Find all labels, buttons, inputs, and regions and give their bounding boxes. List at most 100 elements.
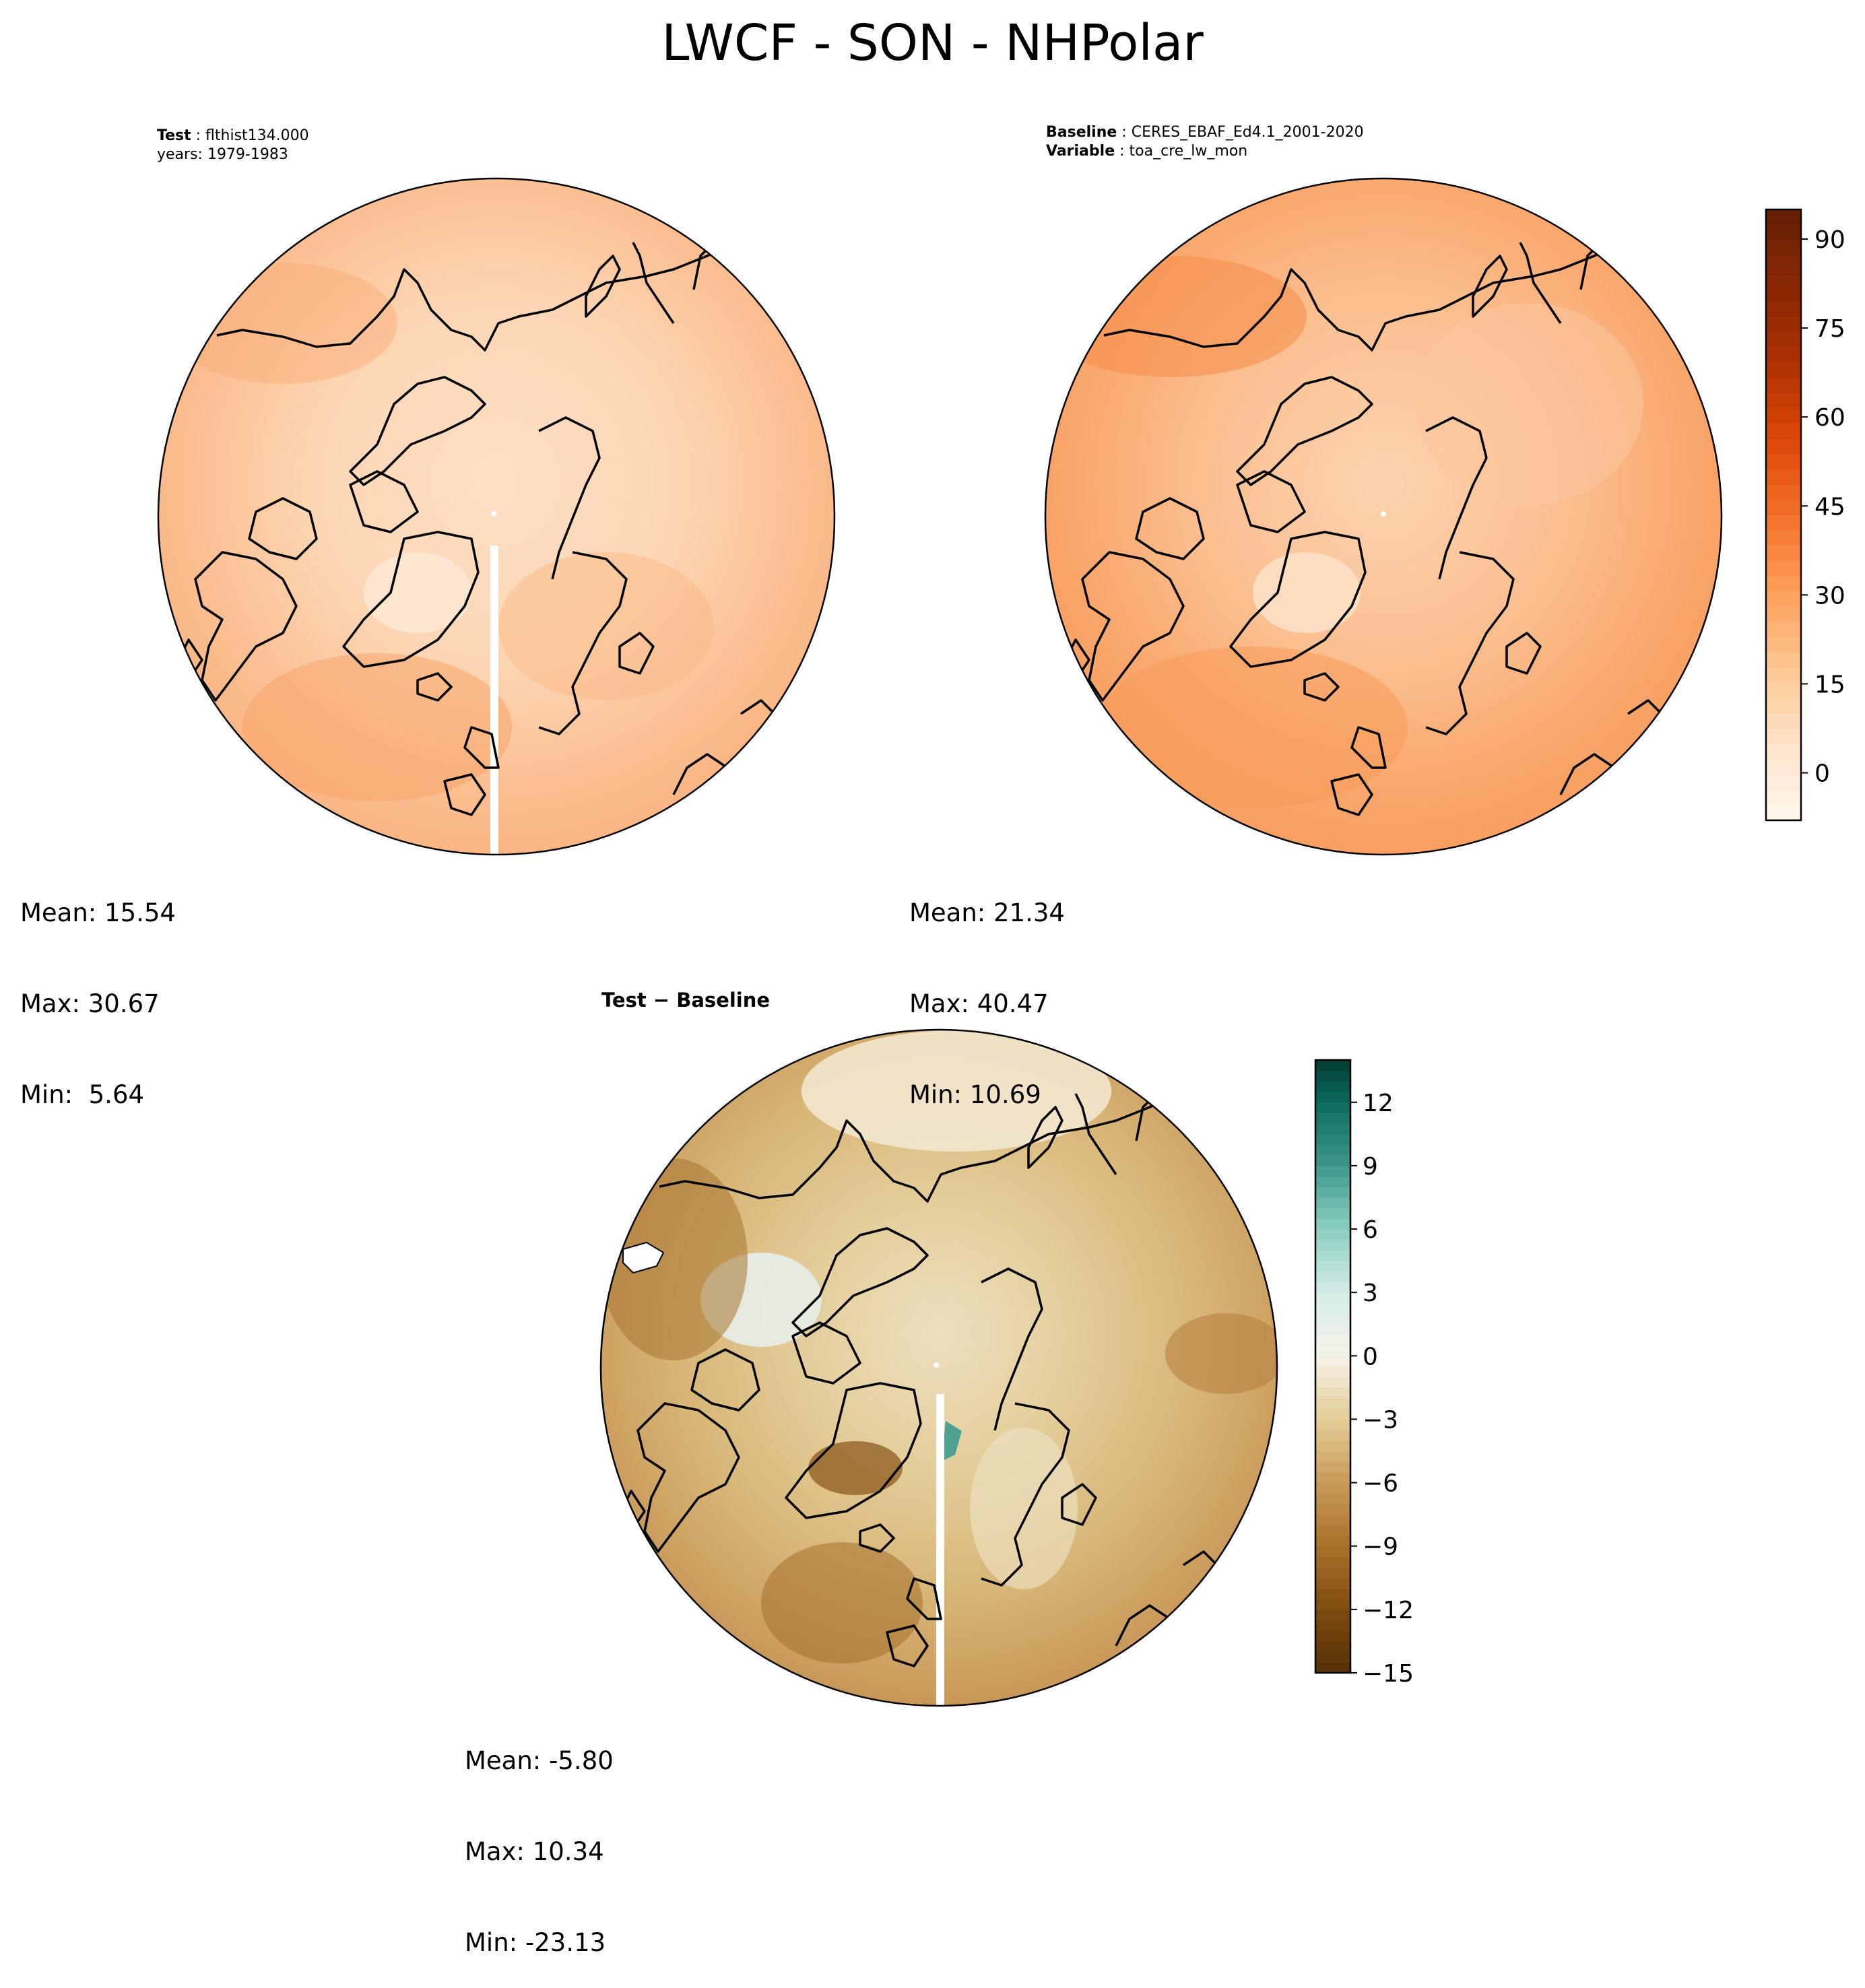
colorbar-segment bbox=[1315, 1440, 1350, 1452]
colorbar-segment bbox=[1315, 1514, 1350, 1525]
test-case-name: flthist134.000 bbox=[205, 127, 309, 144]
baseline-stats: Mean: 21.34 Max: 40.47 Min: 10.69 bbox=[909, 837, 1065, 1140]
greenland-low bbox=[364, 552, 471, 633]
test-years: years: 1979-1983 bbox=[157, 146, 288, 163]
colorbar-segment bbox=[1315, 1366, 1350, 1378]
colorbar-tick-label: 0 bbox=[1363, 1343, 1378, 1370]
difference-map bbox=[599, 1028, 1278, 1707]
difference-coastlines bbox=[616, 1092, 1218, 1667]
test-label-key: Test bbox=[157, 127, 191, 144]
colorbar-segment bbox=[1766, 301, 1801, 317]
colorbar-segment bbox=[1315, 1302, 1350, 1315]
colorbar-segment bbox=[1315, 1334, 1350, 1346]
colorbar-segment bbox=[1766, 728, 1801, 745]
colorbar-segment bbox=[1315, 1546, 1350, 1558]
difference-field bbox=[601, 1030, 1277, 1706]
colorbar-segment bbox=[1315, 1123, 1350, 1135]
colorbar-tick-label: 75 bbox=[1814, 315, 1845, 343]
colorbar-segment bbox=[1315, 1187, 1350, 1198]
colorbar-segment bbox=[1315, 1620, 1350, 1631]
baseline-min: Min: 10.69 bbox=[909, 1080, 1041, 1109]
colorbar-frame bbox=[1765, 208, 1802, 822]
baseline-max: Max: 40.47 bbox=[909, 989, 1049, 1018]
difference-stats: Mean: -5.80 Max: 10.34 Min: -23.13 bbox=[465, 1685, 614, 1988]
colorbar-segment bbox=[1315, 1408, 1350, 1420]
colorbar-segment bbox=[1315, 1102, 1350, 1114]
colorbar-segment bbox=[1766, 576, 1801, 592]
colorbar-segment bbox=[1766, 622, 1801, 638]
colorbar-segment bbox=[1315, 1324, 1350, 1335]
colorbar-frame bbox=[1314, 1059, 1352, 1674]
colorbar-segment bbox=[1766, 667, 1801, 684]
baseline-label-key: Baseline bbox=[1046, 124, 1117, 141]
colorbar-tick-label: −15 bbox=[1363, 1660, 1414, 1688]
colorbar-segment bbox=[1315, 1060, 1350, 1071]
baseline-map bbox=[1044, 177, 1723, 856]
colorbar-segment bbox=[1315, 1292, 1350, 1304]
colorbar-segment bbox=[1315, 1070, 1350, 1082]
colorbar-segment bbox=[1766, 606, 1801, 622]
colorbar-segment bbox=[1315, 1271, 1350, 1283]
colorbar-segment bbox=[1315, 1398, 1350, 1410]
colorbar-segment bbox=[1315, 1535, 1350, 1547]
colorbar-segment bbox=[1766, 453, 1801, 470]
difference-title: Test − Baseline bbox=[601, 989, 771, 1012]
baseline-case-name: CERES_EBAF_Ed4.1_2001-2020 bbox=[1131, 124, 1364, 141]
colorbar-segment bbox=[1766, 255, 1801, 271]
colorbar-tick-label: −6 bbox=[1363, 1470, 1398, 1498]
colorbar-segment bbox=[1315, 1081, 1350, 1092]
colorbar-segment bbox=[1315, 1092, 1350, 1103]
difference-max: Max: 10.34 bbox=[465, 1837, 604, 1866]
colorbar-segment bbox=[1315, 1218, 1350, 1230]
colorbar-segment bbox=[1315, 1567, 1350, 1579]
colorbar-tick-label: −3 bbox=[1363, 1406, 1398, 1434]
baseline-label: Baseline : CERES_EBAF_Ed4.1_2001-2020 Va… bbox=[1046, 124, 1364, 160]
colorbar-segment bbox=[1766, 652, 1801, 668]
colorbar-segment bbox=[1315, 1261, 1350, 1272]
colorbar-tick-label: 6 bbox=[1363, 1216, 1378, 1244]
colorbar-segment bbox=[1315, 1577, 1350, 1589]
colorbar-segment bbox=[1766, 515, 1801, 531]
colorbar-segment bbox=[1315, 1133, 1350, 1146]
test-stats: Mean: 15.54 Max: 30.67 Min: 5.64 bbox=[20, 837, 176, 1140]
colorbar-segment bbox=[1315, 1313, 1350, 1325]
colorbar-segment bbox=[1766, 270, 1801, 286]
colorbar-segment bbox=[1766, 347, 1801, 363]
colorbar-segment bbox=[1315, 1207, 1350, 1219]
colorbar-segment bbox=[1766, 682, 1801, 699]
figure-title: LWCF - SON - NHPolar bbox=[661, 14, 1204, 72]
colorbar-segment bbox=[1766, 286, 1801, 302]
test-boundary bbox=[157, 177, 836, 856]
colorbar-segment bbox=[1315, 1588, 1350, 1599]
colorbar-segment bbox=[1766, 331, 1801, 347]
colorbar-segment bbox=[1315, 1493, 1350, 1504]
colorbar-segment bbox=[1766, 698, 1801, 714]
colorbar-segment bbox=[1315, 1525, 1350, 1536]
colorbar-segment bbox=[1766, 438, 1801, 455]
colorbar-segment bbox=[1766, 393, 1801, 409]
colorbar-segment bbox=[1766, 407, 1801, 424]
colorbar-segment bbox=[1315, 1250, 1350, 1261]
positive-anomaly bbox=[942, 1421, 962, 1461]
colorbar-segment bbox=[1315, 1387, 1350, 1399]
colorbar-segment bbox=[1315, 1176, 1350, 1187]
test-max: Max: 30.67 bbox=[20, 989, 160, 1018]
colorbar-segment bbox=[1766, 499, 1801, 516]
test-min: Min: 5.64 bbox=[20, 1080, 145, 1109]
colorbar-segment bbox=[1766, 530, 1801, 546]
colorbar-segment bbox=[1315, 1651, 1350, 1663]
colorbar-segment bbox=[1766, 240, 1801, 256]
colorbar-segment bbox=[1766, 377, 1801, 393]
colorbar-segment bbox=[1315, 1482, 1350, 1494]
colorbar-tick-label: −9 bbox=[1363, 1533, 1398, 1561]
colorbar-tick-label: 12 bbox=[1363, 1090, 1394, 1117]
colorbar-segment bbox=[1766, 362, 1801, 378]
baseline-mean: Mean: 21.34 bbox=[909, 898, 1065, 927]
colorbar-segment bbox=[1315, 1197, 1350, 1209]
colorbar-segment bbox=[1315, 1451, 1350, 1462]
colorbar-segment bbox=[1766, 469, 1801, 485]
difference-min: Min: -23.13 bbox=[465, 1928, 606, 1957]
difference-mean: Mean: -5.80 bbox=[465, 1746, 614, 1775]
colorbar-segment bbox=[1315, 1662, 1350, 1674]
colorbar-segment bbox=[1766, 713, 1801, 729]
